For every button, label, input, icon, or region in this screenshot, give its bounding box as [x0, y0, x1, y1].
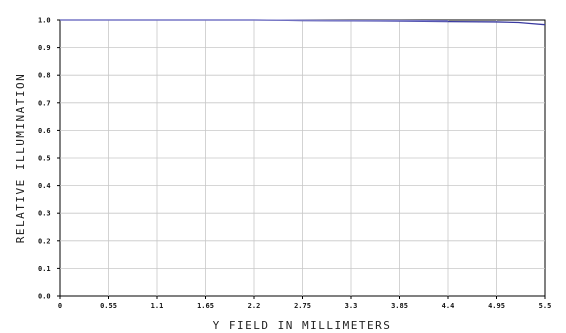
y-tick-label: 1.0 — [38, 17, 51, 25]
y-tick-label: 0.5 — [38, 155, 51, 163]
x-tick-label: 3.3 — [345, 302, 358, 310]
y-tick-label: 0.0 — [38, 293, 51, 301]
x-tick-label: 1.65 — [197, 302, 214, 310]
y-tick-label: 0.1 — [38, 265, 51, 273]
x-axis-ticks: 0 0.55 1.1 1.65 2.2 2.75 3.3 3.85 4.4 4.95 5.5 — [58, 296, 551, 310]
y-tick-label: 0.6 — [38, 127, 51, 135]
x-tick-label: 3.85 — [391, 302, 408, 310]
x-tick-label: 1.1 — [151, 302, 164, 310]
x-tick-label: 2.2 — [248, 302, 261, 310]
series-group — [60, 19, 546, 26]
series-line-2 — [60, 19, 449, 22]
x-tick-label: 0 — [58, 302, 62, 310]
y-tick-label: 0.4 — [38, 182, 51, 190]
y-axis-title: RELATIVE ILLUMINATION — [14, 73, 27, 244]
y-tick-label: 0.3 — [38, 210, 51, 218]
y-tick-label: 0.9 — [38, 44, 51, 52]
x-tick-label: 4.4 — [442, 302, 455, 310]
x-tick-label: 0.55 — [100, 302, 117, 310]
grid — [60, 20, 545, 296]
y-tick-label: 0.8 — [38, 72, 51, 80]
x-tick-label: 5.5 — [539, 302, 552, 310]
y-tick-label: 0.7 — [38, 99, 51, 107]
y-tick-label: 0.2 — [38, 237, 51, 245]
x-tick-label: 2.75 — [294, 302, 311, 310]
x-tick-label: 4.95 — [488, 302, 505, 310]
x-axis-title: Y FIELD IN MILLIMETERS — [213, 319, 392, 332]
y-axis-ticks: 0.0 0.1 0.2 0.3 0.4 0.5 0.6 0.7 0.8 0.9 1.0 — [38, 17, 60, 301]
